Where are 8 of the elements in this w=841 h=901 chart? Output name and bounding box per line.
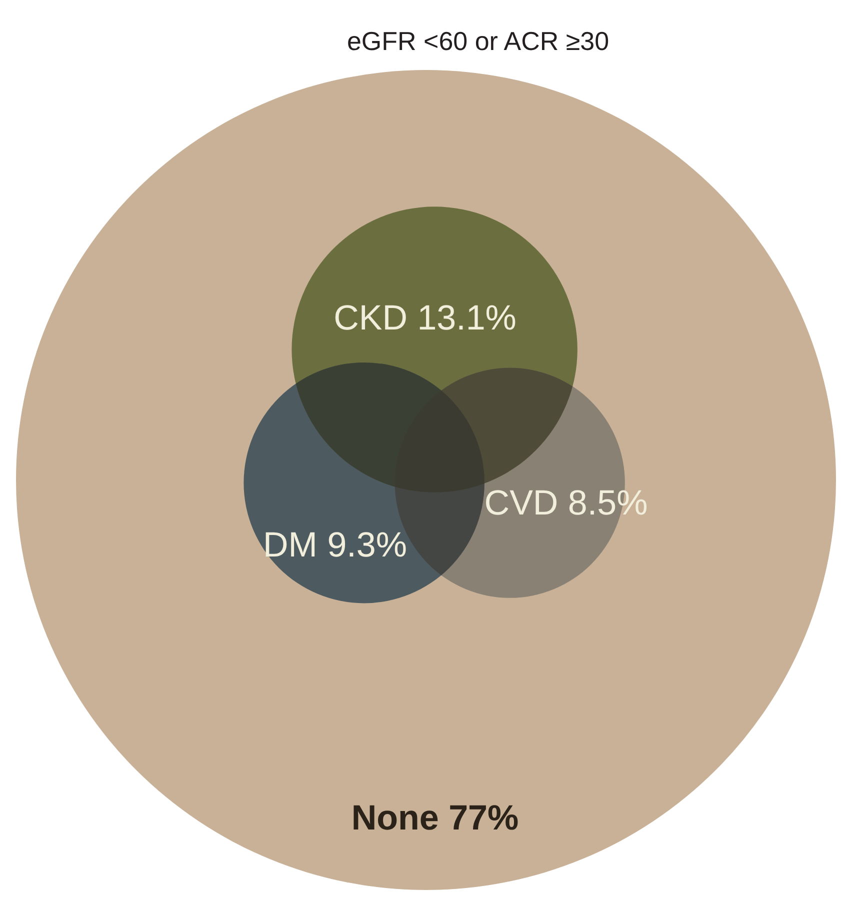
category-label: CVD — [484, 484, 558, 523]
data-label: 77% — [448, 798, 519, 838]
category-label: DM — [263, 526, 318, 565]
category-label: None — [351, 798, 439, 838]
category-label: CKD — [334, 298, 408, 338]
text: eGFR <60 or ACR ≥30 — [346, 26, 610, 56]
data-label: 13.1% — [417, 298, 516, 338]
data-label: 9.3% — [327, 526, 407, 565]
